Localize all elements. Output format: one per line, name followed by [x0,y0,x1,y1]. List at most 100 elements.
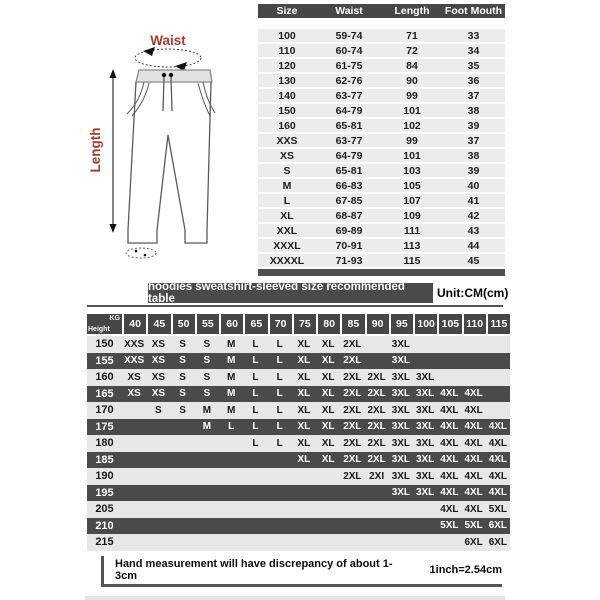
size-cell [243,518,267,535]
size-cell [195,485,219,502]
size-cell: 4XL [464,470,483,482]
size-cell [268,534,292,551]
size-cell [486,369,510,386]
size-cell: S [179,371,186,383]
size-cell [195,452,219,469]
matrix-body: 150 XXS XS S S M L L XL XL 2XL 3XL 155 XXS XS S S M L L XL XL… [87,336,510,551]
size-cell [243,534,267,551]
size-cell: 2XL [343,388,362,400]
corner-kg-label: KG [109,315,121,322]
size-cell: 2XL [343,437,362,449]
size-table-cell: 107 [403,194,421,207]
size-cell: M [202,404,212,416]
size-cell: XS [151,355,166,367]
pants-measurement-diagram: Waist Length [88,33,216,259]
size-cell: L [228,421,235,433]
weight-column-header: 95 [388,314,413,334]
size-cell [389,501,413,518]
size-table-cell: 39 [467,164,480,177]
size-table-cell: 45 [467,254,480,267]
size-cell [146,435,170,452]
height-label: 180 [95,437,114,450]
size-cell: 2XL [343,338,362,350]
recommend-row-165: 165 XS XS S S M L L XL XL 2XL 2XL 3XL 3XL 4XL 4XL [87,385,510,402]
size-table-row: XS 64-79 101 38 [258,149,505,162]
kg-height-corner-cell: KG Height [87,314,122,334]
size-cell [122,419,146,436]
size-cell: M [226,355,236,367]
size-cell: S [203,388,211,400]
size-cell [316,518,340,535]
size-cell: XL [321,355,335,367]
size-cell: 3XL [391,437,411,449]
weight-column-header: 100 [413,314,438,334]
size-cell [437,336,461,353]
weight-header-row: KG Height 40 45 50 55 60 65 70 75 80 85 90 95 100 105… [87,314,510,334]
recommend-row-195: 195 3XL 3XL 4XL 4XL 4XL [87,484,510,502]
height-label: 215 [95,536,114,549]
weight-column-header: 80 [316,314,341,334]
size-table-cell: 63-77 [335,134,363,147]
size-cell [316,485,340,502]
size-cell: 6XL [488,520,508,532]
size-cell: 3XL [415,437,435,449]
recommend-row-185: 185 XL XL 2XL 2XL 3XL 3XL 4XL 4XL 4XL [87,451,510,469]
size-cell: L [276,421,283,433]
size-table-row: XXS 63-77 99 37 [258,134,505,147]
size-table-cell: 101 [403,149,421,162]
size-cell: XL [321,437,335,449]
size-table-row: XXXL 70-91 113 44 [258,239,505,252]
size-cell: 3XL [391,371,411,383]
weight-column-header: 65 [243,314,268,334]
size-table-cell: 64-79 [335,104,363,117]
size-table-header-cell: Length [394,5,430,17]
size-cell: 5XL [488,503,508,515]
size-table-cell: 102 [403,119,421,132]
size-table-cell: 35 [467,59,480,72]
size-cell [146,518,170,535]
size-cell: XXS [124,355,145,367]
size-cell [219,518,243,535]
waist-measure-ellipse [134,47,202,71]
size-cell [243,468,267,485]
size-table-row: XXXXL 71-93 115 45 [258,254,505,267]
size-cell: XL [297,421,311,433]
size-cell [146,534,170,551]
size-table-cell: 70-91 [335,239,363,252]
weight-column-header: 45 [146,314,171,334]
size-table-cell: S [283,164,291,177]
size-cell: 4XL [464,404,483,416]
size-cell [365,353,389,370]
size-cell: 4XL [464,503,483,515]
size-table-row: 150 64-79 101 38 [258,104,505,117]
size-cell [146,419,170,436]
size-cell [413,353,437,370]
size-cell: L [252,421,259,433]
size-cell: 4XL [488,470,508,482]
size-cell: XL [297,437,311,449]
size-cell [316,534,340,551]
size-cell: 6XL [488,536,508,548]
size-cell [437,534,461,551]
size-cell [340,518,364,535]
size-cell [413,534,437,551]
size-cell [316,468,340,485]
recommend-row-175: 175 M L L L XL XL 2XL 2XL 3XL 3XL 4XL 4XL 4XL [87,418,510,436]
size-cell: S [179,355,186,367]
size-cell: 3XL [391,454,411,466]
size-cell [340,501,364,518]
size-table-cell: M [282,179,292,192]
size-cell [171,534,195,551]
size-table-cell: XXL [276,224,298,237]
size-table-cell: 130 [278,74,296,87]
size-cell [146,485,170,502]
size-cell: XS [151,371,166,383]
size-cell [219,468,243,485]
recommend-row-160: 160 XS XS S S M L L XL XL 2XL 2XL 3XL 3XL [87,369,510,386]
size-cell [340,485,364,502]
size-cell: 3XL [415,371,435,383]
size-cell: 3XL [415,470,435,482]
height-label: 185 [95,453,114,466]
size-recommendation-matrix: KG Height 40 45 50 55 60 65 70 75 80 85 90 95 100 105… [87,314,510,551]
size-cell: 2XL [367,421,386,433]
